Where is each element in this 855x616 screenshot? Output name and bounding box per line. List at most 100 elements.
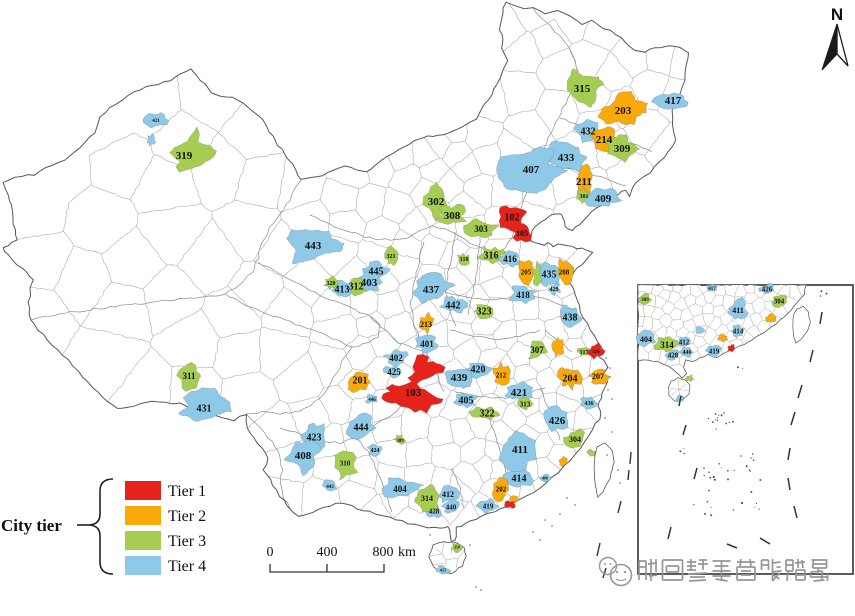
svg-text:416: 416 — [503, 254, 517, 264]
svg-text:429: 429 — [550, 287, 559, 293]
svg-text:320: 320 — [327, 281, 336, 287]
svg-text:307: 307 — [530, 345, 544, 355]
svg-text:406: 406 — [542, 475, 548, 480]
svg-text:437: 437 — [423, 284, 440, 296]
svg-text:413: 413 — [335, 285, 350, 296]
svg-text:428: 428 — [668, 351, 679, 359]
svg-text:412: 412 — [679, 338, 690, 346]
svg-text:415: 415 — [440, 567, 446, 572]
svg-text:401: 401 — [420, 339, 434, 349]
svg-text:City tier: City tier — [1, 516, 62, 535]
svg-text:445: 445 — [369, 267, 384, 278]
svg-text:404: 404 — [640, 335, 652, 344]
svg-text:Tier 2: Tier 2 — [168, 508, 206, 525]
svg-text:443: 443 — [305, 240, 322, 252]
svg-text:421: 421 — [152, 119, 160, 124]
svg-text:408: 408 — [295, 450, 312, 462]
svg-text:417: 417 — [708, 287, 716, 292]
svg-text:103: 103 — [405, 387, 422, 399]
svg-text:426: 426 — [762, 285, 773, 293]
svg-text:213: 213 — [420, 320, 432, 329]
svg-text:446: 446 — [368, 398, 376, 403]
svg-text:800: 800 — [373, 545, 394, 560]
svg-text:418: 418 — [516, 290, 530, 300]
svg-text:309: 309 — [396, 439, 404, 444]
svg-text:202: 202 — [496, 485, 507, 493]
svg-text:446: 446 — [683, 350, 692, 356]
svg-text:438: 438 — [563, 313, 578, 324]
svg-text:412: 412 — [442, 490, 454, 499]
svg-text:310: 310 — [340, 459, 351, 467]
svg-text:424: 424 — [371, 448, 380, 454]
svg-text:414: 414 — [733, 327, 744, 335]
svg-text:436: 436 — [585, 401, 594, 407]
svg-text:407: 407 — [523, 164, 540, 176]
svg-text:318: 318 — [454, 544, 460, 549]
svg-text:420: 420 — [471, 365, 486, 376]
svg-text:204: 204 — [563, 374, 578, 385]
svg-text:411: 411 — [732, 306, 744, 315]
svg-text:313: 313 — [520, 400, 531, 408]
svg-text:316: 316 — [592, 350, 600, 355]
svg-text:Tier 3: Tier 3 — [168, 533, 206, 550]
svg-text:444: 444 — [354, 423, 369, 434]
svg-text:443: 443 — [326, 485, 334, 490]
svg-text:208: 208 — [559, 268, 570, 276]
svg-text:442: 442 — [446, 301, 461, 312]
svg-text:433: 433 — [558, 152, 575, 164]
svg-text:201: 201 — [353, 376, 368, 387]
svg-text:315: 315 — [574, 83, 591, 95]
svg-text:301: 301 — [580, 194, 589, 200]
svg-text:419: 419 — [709, 347, 720, 355]
svg-text:0: 0 — [267, 545, 274, 560]
svg-text:312: 312 — [349, 282, 364, 293]
svg-text:302: 302 — [428, 196, 445, 208]
svg-text:Tier 4: Tier 4 — [168, 558, 206, 575]
svg-text:319: 319 — [176, 150, 193, 162]
svg-text:304: 304 — [569, 435, 581, 444]
svg-text:402: 402 — [389, 353, 403, 363]
svg-text:435: 435 — [542, 270, 557, 281]
svg-text:214: 214 — [596, 134, 613, 146]
svg-text:322: 322 — [480, 409, 495, 420]
svg-text:440: 440 — [446, 503, 457, 511]
svg-text:421: 421 — [511, 387, 528, 399]
svg-text:303: 303 — [474, 224, 488, 234]
svg-text:323: 323 — [477, 307, 492, 318]
svg-text:417: 417 — [665, 95, 682, 107]
svg-text:439: 439 — [451, 372, 468, 384]
svg-text:km: km — [398, 545, 416, 560]
svg-text:426: 426 — [549, 415, 566, 427]
svg-text:311: 311 — [182, 371, 196, 381]
svg-text:205: 205 — [521, 268, 532, 276]
svg-text:314: 314 — [421, 494, 433, 503]
svg-text:411: 411 — [512, 444, 528, 456]
svg-text:314: 314 — [660, 340, 674, 350]
svg-text:309: 309 — [641, 298, 649, 303]
svg-text:317: 317 — [580, 350, 589, 356]
svg-text:203: 203 — [615, 105, 632, 117]
svg-text:409: 409 — [595, 193, 612, 205]
svg-text:304: 304 — [774, 297, 785, 305]
svg-text:428: 428 — [429, 507, 440, 515]
svg-text:432: 432 — [581, 127, 596, 138]
svg-text:207: 207 — [592, 372, 604, 381]
svg-text:400: 400 — [317, 545, 338, 560]
svg-text:423: 423 — [307, 433, 322, 444]
svg-text:105: 105 — [516, 229, 528, 238]
svg-text:Tier 1: Tier 1 — [168, 483, 206, 500]
svg-text:431: 431 — [197, 404, 212, 415]
svg-text:212: 212 — [496, 371, 507, 379]
svg-text:403: 403 — [361, 277, 378, 289]
svg-text:318: 318 — [460, 257, 469, 263]
svg-text:321: 321 — [387, 254, 396, 260]
svg-text:N: N — [831, 5, 843, 24]
svg-text:414: 414 — [512, 474, 527, 485]
svg-text:419: 419 — [483, 502, 494, 510]
svg-text:425: 425 — [387, 367, 401, 377]
svg-text:404: 404 — [393, 484, 407, 494]
svg-text:308: 308 — [444, 210, 461, 222]
svg-text:405: 405 — [459, 396, 474, 407]
svg-text:102: 102 — [505, 213, 520, 224]
svg-text:211: 211 — [576, 176, 592, 188]
